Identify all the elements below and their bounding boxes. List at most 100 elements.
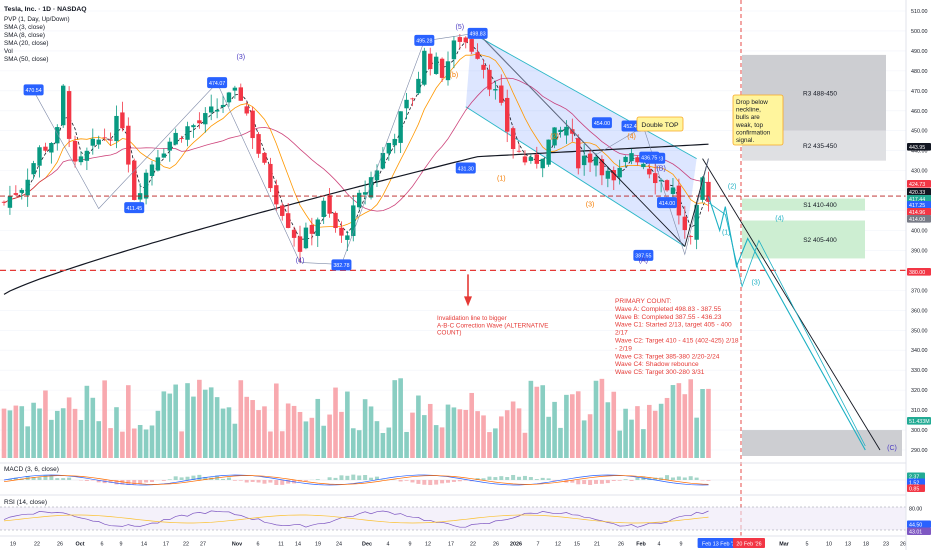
price-tick: 370.00 [911,288,928,294]
x-tick-label: Feb [636,542,646,548]
candle-body [623,156,628,163]
candle-body [647,168,652,175]
candle-body [268,163,273,189]
volume-bar [327,414,332,458]
candle-body [664,180,670,191]
pivot-badge-3 [331,259,352,271]
macd-hist [594,480,598,484]
candle-body [546,139,551,165]
macd-pane [0,474,906,486]
x-tick-label: 17 [448,542,454,548]
candle-body [357,192,362,208]
indicator-6[interactable]: SMA (50, close) [4,56,48,63]
wave-c-line [702,158,881,451]
price-tick: 510.00 [911,9,928,15]
candle-body [149,164,155,176]
x-tick-label: 14 [141,542,147,548]
volume-bar [197,379,202,458]
candle-body [368,177,374,198]
candle-body [552,127,557,146]
macd-hist [475,478,480,480]
macd-hist [339,475,344,480]
annotation-neckline[interactable]: Drop below neckline, bulls are weak, top con… [732,94,784,146]
x-tick-label: 4 [387,542,390,548]
macd-hist [670,477,675,480]
volume-bar [345,391,350,458]
candle-body [564,126,569,136]
candle-body [333,212,338,229]
volume-bar [498,416,504,458]
price-tick: 300.00 [911,428,928,434]
volume-bar [427,403,433,458]
volume-bar [374,421,380,458]
macd-hist [611,480,616,481]
indicator-2[interactable]: SMA (3, close) [4,24,45,31]
x-tick-label: 22 [34,542,40,548]
zone-3 [742,220,865,259]
candle-body [670,187,676,194]
macd-hist [440,480,445,484]
pivot-label-1: 474.07 [209,81,225,87]
volume-bar [552,401,557,458]
volume-bar [303,421,309,458]
zone-label-0: R3 488-450 [803,90,837,97]
volume-bar [487,432,492,458]
pivot-badge-4 [414,34,435,46]
pivot-label-8: 452.41 [623,124,639,130]
macd-hist [120,480,125,485]
volume-bar [143,429,149,458]
macd-hist [173,476,178,480]
rsi-pane [3,510,709,528]
zone-label-1: R2 435-450 [803,143,837,150]
macd-hist [552,480,557,481]
annotation-double-top[interactable]: Double TOP [636,116,684,132]
candle-body [653,173,658,184]
volume-bar [522,432,528,458]
price-badge [907,268,931,276]
candle-body [61,85,66,126]
volume-bar [433,425,439,458]
primary-count-text: PRIMARY COUNT: Wave A: Completed 498.83 -… [615,298,739,376]
macd-hist [268,480,273,483]
volume-bar [416,395,421,458]
macd-hist [31,477,36,480]
indicator-5[interactable]: Vol [4,48,13,55]
price-badge [907,215,931,223]
price-tick: 500.00 [911,29,928,35]
volume-bar [66,397,72,458]
macd-hist [67,477,72,480]
pivot-badge-11 [633,249,654,261]
candle-body [510,128,516,150]
price-badge [907,201,931,209]
wave-label-0: (3) [237,54,246,61]
candle-body [96,139,101,145]
volume-bar [605,402,611,458]
indicator-4[interactable]: SMA (20, close) [4,40,48,47]
candle-body [416,78,421,94]
candle-body [439,58,445,78]
pivot-badge-8 [621,120,642,132]
macd-hist [528,477,533,480]
volume-bar [410,412,415,458]
pivot-badge-0 [23,84,44,96]
zone-label-3: S2 405-400 [803,237,837,244]
candle-body [392,138,397,146]
candle-body [428,53,433,70]
price-badge-text: 51.433M [909,419,930,425]
volume-bar [31,402,36,458]
macd-hist [635,477,640,480]
candle-body [297,236,303,252]
volume-bar [131,428,137,458]
candle-body [285,213,291,228]
price-badge-text: 380.00 [909,270,925,276]
sma-8-line [3,53,709,228]
indicator-1[interactable]: PVP (1, Day, Up/Down) [4,16,70,23]
candle-body [386,142,391,154]
candle-body [706,181,711,202]
volume-bar [386,427,392,458]
indicator-3[interactable]: SMA (8, close) [4,32,45,39]
candle-body [629,153,634,162]
candle-body [676,185,682,216]
price-tick: 360.00 [911,308,928,314]
